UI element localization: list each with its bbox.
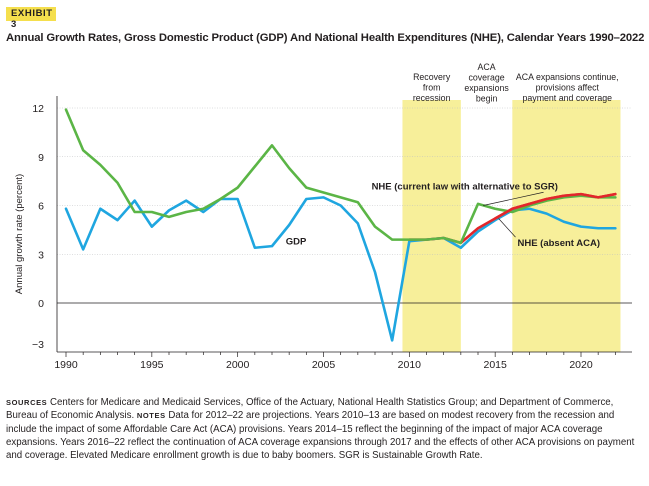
series-label: NHE (current law with alternative to SGR… [372,181,558,192]
sources-text: Centers for Medicare and Medicaid Servic… [6,397,614,422]
annotation-line: from [423,83,441,93]
source-notes: Sources Centers for Medicare and Medicai… [6,396,642,462]
series-line-nhe-current-law-with-alternative-to-sgr [64,108,617,245]
line-chart: 12 9 6 3 0 −3 1990 1995 2000 2005 2010 2015 2020 Ann… [14,62,632,371]
x-tick-label: 2020 [569,359,593,371]
y-tick-label: 12 [32,103,44,115]
y-tick-label: 0 [38,298,44,310]
series-label: GDP [286,237,307,248]
notes-text: Data for 2012–22 are projections. Years … [6,410,635,462]
series-lines [64,108,617,342]
series-labels: GDP NHE (current law with alternative to … [286,181,600,249]
exhibit-tag: EXHIBIT 3 [6,7,56,30]
series-line-nhe-absent-aca-overlay [493,192,617,220]
chart-title: Annual Growth Rates, Gross Domestic Prod… [6,32,645,44]
annotation-line: Recovery [413,72,451,82]
x-tick-label: 2000 [226,359,250,371]
x-tick-label: 2015 [483,359,507,371]
y-tick-label: 6 [38,201,44,213]
leader-line [498,218,516,238]
shaded-region-2 [512,100,621,352]
annotation-line: recession [413,93,451,103]
y-tick-label: −3 [32,339,44,351]
x-tick-label: 2005 [312,359,336,371]
annotation-line: coverage [468,73,504,83]
annotation-line: ACA [478,62,496,72]
sources-label: Sources [6,398,48,407]
y-tick-label: 9 [38,152,44,164]
annotation-line: payment and coverage [523,93,613,103]
series-line-gdp [64,196,617,342]
notes-label: Notes [136,411,166,421]
axes: 1990 1995 2000 2005 2010 2015 2020 Annual growt… [14,96,632,371]
leader-line [483,191,544,206]
shaded-region-1 [402,100,461,352]
series-label: NHE (absent ACA) [517,238,600,249]
gridlines: 12 9 6 3 0 −3 [32,103,632,351]
y-axis-title: Annual growth rate (percent) [14,174,25,294]
x-tick-label: 1995 [140,359,164,371]
x-tick-label: 2010 [398,359,422,371]
annotation-line: ACA expansions continue, [516,72,619,82]
exhibit-label: EXHIBIT 3 [11,8,53,30]
y-tick-label: 3 [38,249,44,261]
annotation-line: expansions [464,83,509,93]
x-tick-label: 1990 [54,359,78,371]
annotation-line: provisions affect [536,83,600,93]
annotation-line: begin [476,94,498,104]
shaded-regions [402,100,621,352]
